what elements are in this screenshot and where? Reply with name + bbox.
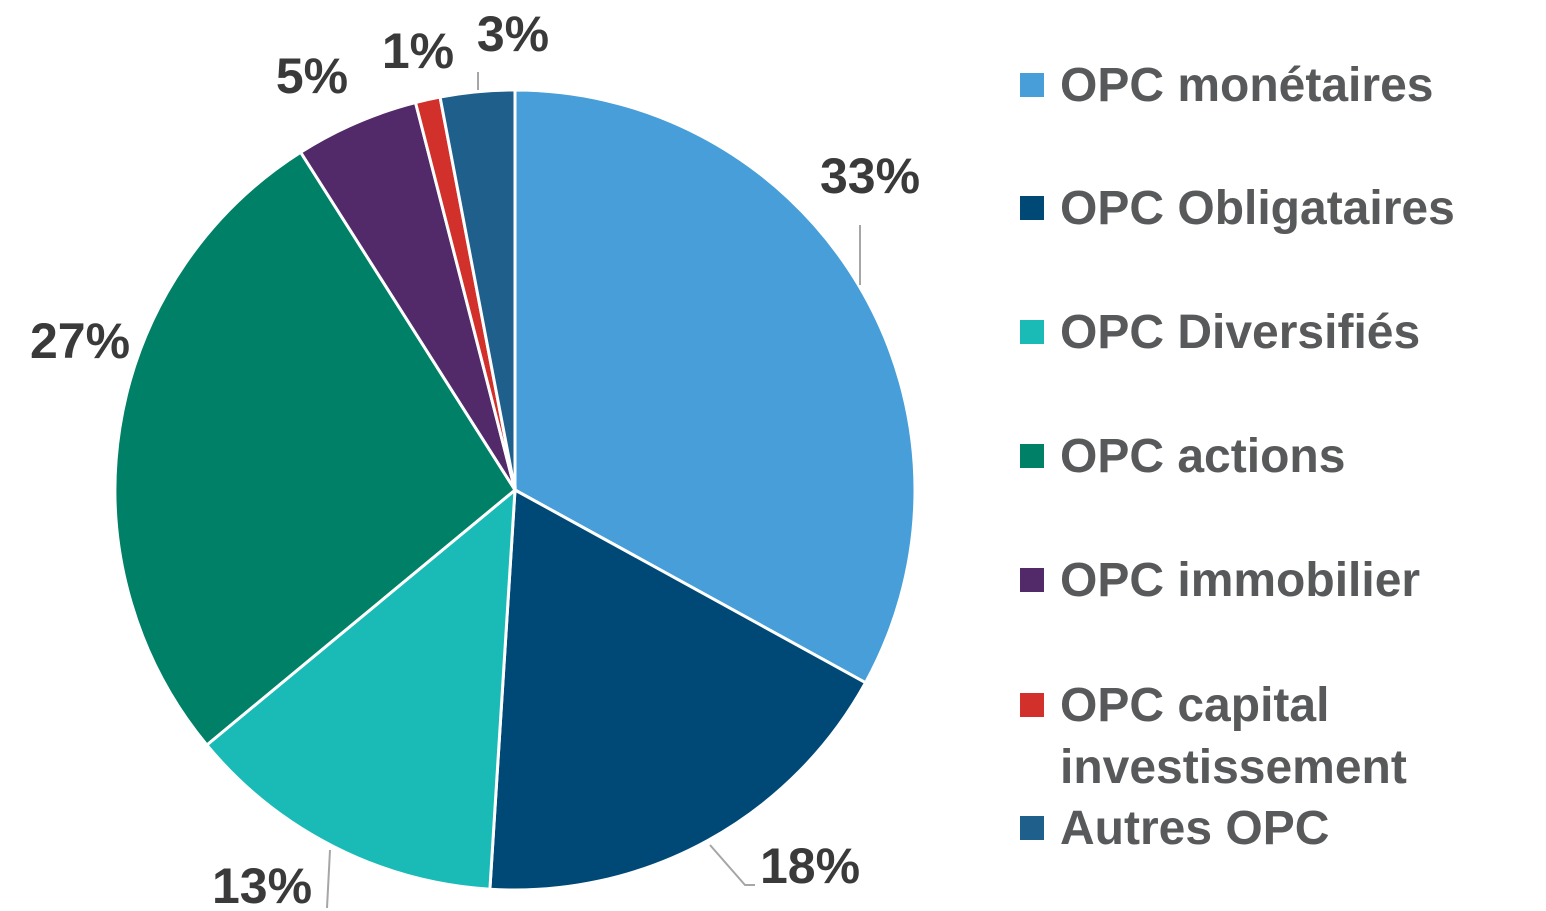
pie-slice: [204, 486, 517, 891]
legend-item: OPC Obligataires: [1020, 182, 1540, 240]
pie-slice: [513, 88, 917, 685]
legend-item: OPC Diversifiés: [1020, 306, 1540, 364]
pie-slice: [488, 487, 868, 892]
data-label: 18%: [760, 838, 860, 894]
legend-swatch: [1020, 568, 1044, 592]
legend-item: Autres OPC: [1020, 802, 1540, 860]
data-label: 13%: [212, 858, 312, 911]
legend-label: OPC actions: [1060, 430, 1346, 483]
data-label: 3%: [477, 6, 549, 62]
legend-item: OPC actions: [1020, 430, 1540, 488]
legend-swatch: [1020, 816, 1044, 840]
legend-label: OPC capital investissement: [1060, 679, 1407, 794]
leader-line: [709, 844, 755, 886]
data-label: 5%: [276, 48, 348, 104]
pie-slice: [113, 150, 517, 748]
legend-swatch: [1020, 693, 1044, 717]
legend-item: OPC immobilier: [1020, 554, 1540, 612]
legend-item: OPC monétaires: [1020, 59, 1540, 117]
data-label: 33%: [820, 148, 920, 204]
leader-line: [326, 849, 331, 909]
legend-label: OPC immobilier: [1060, 554, 1421, 607]
legend-label: Autres OPC: [1060, 802, 1330, 855]
pie-slice: [438, 88, 517, 491]
legend-swatch: [1020, 444, 1044, 468]
legend-label: OPC Obligataires: [1060, 182, 1455, 235]
legend-label: OPC Diversifiés: [1060, 306, 1421, 359]
legend-item: OPC capital investissement: [1020, 679, 1540, 799]
legend-swatch: [1020, 196, 1044, 220]
legend-swatch: [1020, 320, 1044, 344]
legend-label: OPC monétaires: [1060, 59, 1434, 112]
data-label: 27%: [30, 313, 130, 369]
legend-swatch: [1020, 73, 1044, 97]
data-label: 1%: [382, 23, 454, 79]
